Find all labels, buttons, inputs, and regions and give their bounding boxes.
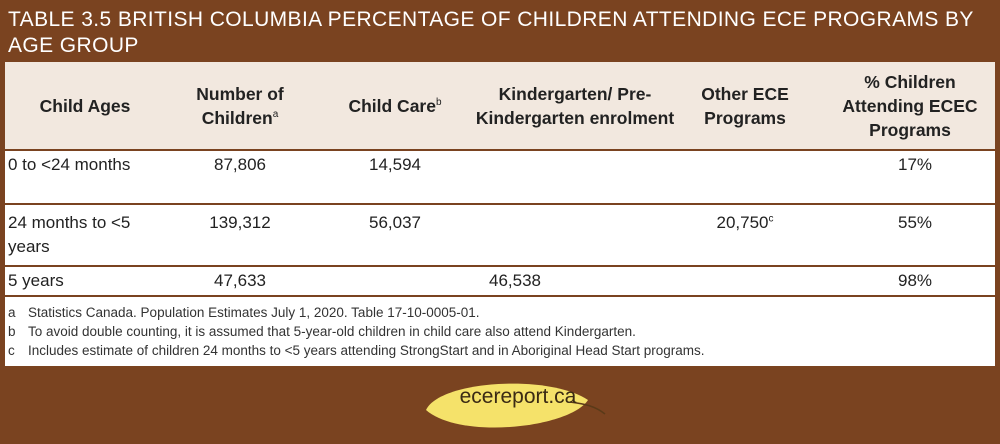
table-row: 5 years 47,633 46,538 98% — [5, 267, 995, 295]
footnote: a Statistics Canada. Population Estimate… — [5, 303, 995, 322]
cell-kindergarten — [475, 151, 675, 153]
table-row: 24 months to <5 years 139,312 56,037 20,… — [5, 205, 995, 265]
cell-children: 87,806 — [214, 155, 266, 174]
header-number-of-children: Number of Childrena — [196, 83, 284, 128]
footnote-marker: c — [768, 213, 774, 225]
cell-child-care: 14,594 — [369, 155, 421, 174]
ecereport-logo[interactable]: ecereport.ca — [420, 378, 610, 438]
cell-child-care: 56,037 — [369, 213, 421, 232]
row-divider — [5, 265, 995, 267]
footnote-letter: a — [8, 305, 16, 320]
cell-percent: 17% — [897, 155, 933, 174]
header-child-care: Child Careb — [348, 95, 442, 116]
footnote-text: Includes estimate of children 24 months … — [28, 343, 705, 358]
data-table: Child Ages Number of Childrena Child Car… — [5, 62, 995, 366]
row-divider — [5, 149, 995, 151]
footnote-text: Statistics Canada. Population Estimates … — [28, 305, 480, 320]
cell-other — [685, 267, 805, 269]
row-divider — [5, 295, 995, 297]
footnote: b To avoid double counting, it is assume… — [5, 322, 995, 341]
cell-age: 0 to <24 months — [8, 155, 131, 174]
row-divider — [5, 203, 995, 205]
header-percent-attending: % Children Attending ECEC Programs — [842, 71, 978, 140]
footnote-letter: b — [8, 324, 16, 339]
page-title: TABLE 3.5 BRITISH COLUMBIA PERCENTAGE OF… — [8, 8, 974, 57]
header-child-ages: Child Ages — [39, 95, 131, 116]
header-kindergarten: Kindergarten/ Pre-Kindergarten enrolment — [475, 83, 675, 128]
cell-percent: 55% — [897, 213, 933, 232]
cell-other: 20,750c — [716, 213, 774, 232]
footnote-marker: a — [272, 108, 279, 120]
table-row: 0 to <24 months 87,806 14,594 17% — [5, 151, 995, 203]
footnote-text: To avoid double counting, it is assumed … — [28, 324, 636, 339]
cell-children: 139,312 — [209, 213, 271, 232]
cell-other — [685, 151, 805, 153]
leaf-icon — [426, 383, 606, 428]
cell-kindergarten — [475, 205, 675, 211]
footnote-marker: b — [435, 96, 442, 108]
cell-percent: 98% — [897, 271, 933, 290]
cell-kindergarten: 46,538 — [489, 271, 541, 290]
footnote: c Includes estimate of children 24 month… — [5, 341, 995, 360]
header-other-ece: Other ECE Programs — [701, 83, 789, 128]
footnotes: a Statistics Canada. Population Estimate… — [5, 297, 995, 366]
table-header-row: Child Ages Number of Childrena Child Car… — [5, 62, 995, 149]
cell-age: 5 years — [8, 271, 64, 290]
logo-text: ecereport.ca — [459, 385, 577, 408]
cell-age: 24 months to <5 years — [8, 213, 131, 256]
footnote-letter: c — [8, 343, 15, 358]
cell-children: 47,633 — [214, 271, 266, 290]
